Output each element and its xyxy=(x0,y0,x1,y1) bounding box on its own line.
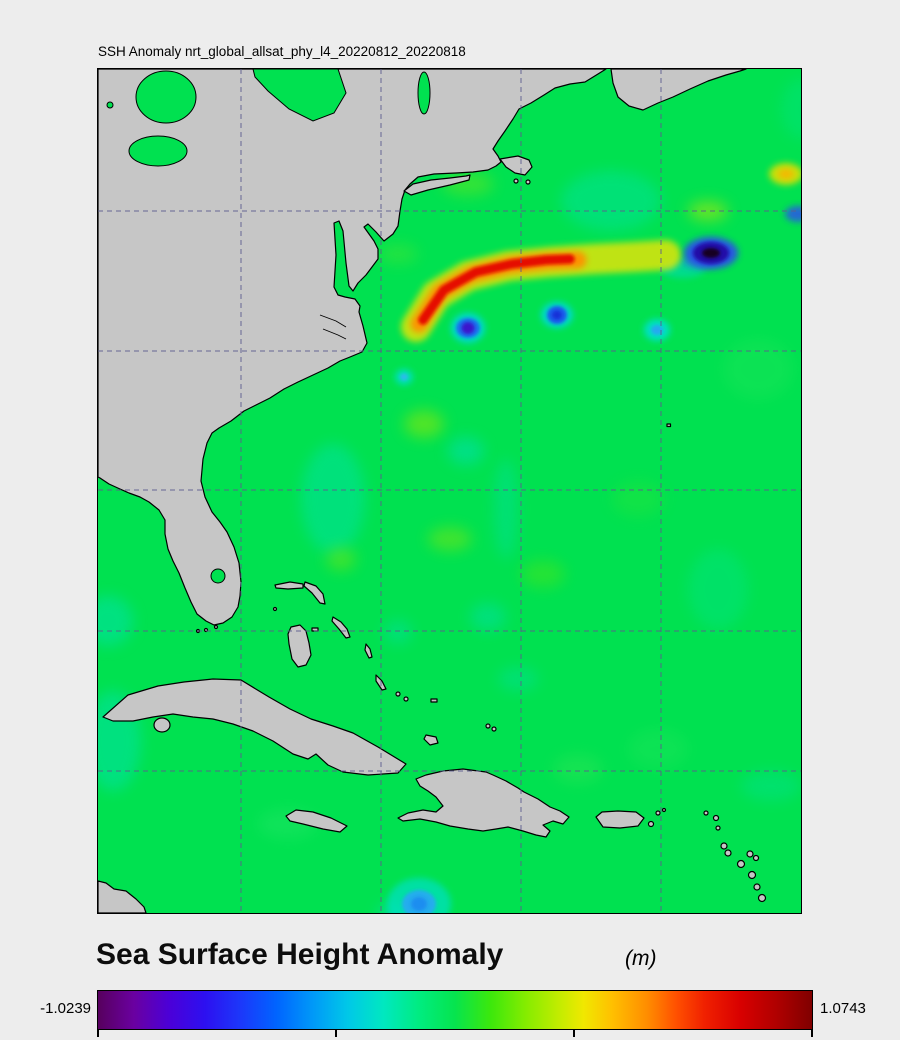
colorbar-tick xyxy=(573,1030,576,1037)
colorbar-unit: (m) xyxy=(625,947,657,970)
field-blob xyxy=(561,171,661,231)
field-blob xyxy=(384,620,412,644)
island-andros xyxy=(287,624,312,668)
island-st-lucia xyxy=(757,893,767,903)
land-layer xyxy=(98,69,767,913)
eddy-blob xyxy=(651,325,663,335)
land-cuba xyxy=(102,678,407,776)
water-lake-speck xyxy=(106,101,114,109)
land-long-island xyxy=(403,174,471,196)
land-central-america xyxy=(98,880,147,913)
island-grand-bahama xyxy=(274,581,304,590)
field-blob xyxy=(785,206,801,222)
field-blob xyxy=(688,549,748,629)
land-cape-cod xyxy=(499,155,533,176)
eddy-blob xyxy=(702,248,720,258)
water-st-lawrence xyxy=(252,69,347,122)
field-blob xyxy=(98,596,133,646)
island-antilles-2 xyxy=(712,814,720,822)
land-hispaniola xyxy=(397,768,570,838)
colorbar-tick xyxy=(811,1030,813,1037)
island-virgin-2 xyxy=(661,807,667,813)
field-blob xyxy=(428,527,472,551)
island-eleuthera xyxy=(331,616,351,639)
field-blob xyxy=(741,771,801,801)
colorbar-tick xyxy=(334,1030,337,1037)
field-blob xyxy=(404,410,444,438)
colorbar-title: Sea Surface Height Anomaly xyxy=(96,938,504,971)
island-crooked xyxy=(395,691,401,697)
island-antilles-3 xyxy=(715,825,721,831)
island-mayaguana xyxy=(430,698,438,703)
colorbar-max-label: 1.0743 xyxy=(820,1000,866,1017)
field-blob xyxy=(688,201,728,221)
island-abaco xyxy=(303,581,326,605)
field-blob xyxy=(778,169,794,179)
water-lake-erie-finger xyxy=(128,135,188,167)
island-marthas-vineyard xyxy=(513,178,519,184)
gulf-stream-band xyxy=(418,254,575,325)
field-blob xyxy=(301,444,365,554)
land-puerto-rico xyxy=(595,810,645,829)
land-nova-scotia xyxy=(610,69,747,111)
island-antilles-1 xyxy=(703,810,709,816)
eddy-blob xyxy=(552,310,562,320)
colorbar-tick xyxy=(97,1030,99,1037)
water-lake-okeechobee xyxy=(210,568,226,584)
water-lake-champlain xyxy=(417,71,431,115)
pamlico-sound-outline xyxy=(319,314,347,340)
land-jamaica xyxy=(285,809,348,833)
water-lake-ontario xyxy=(135,70,197,124)
ssh-anomaly-map xyxy=(98,69,801,913)
map-frame xyxy=(97,68,802,914)
land-north-america xyxy=(98,69,607,626)
island-dominica xyxy=(747,870,757,880)
field-blob xyxy=(781,79,801,139)
island-key-3 xyxy=(213,624,219,630)
field-blob xyxy=(628,729,688,769)
eddy-features xyxy=(387,237,738,913)
field-blob xyxy=(521,560,565,588)
graticule xyxy=(98,69,801,913)
colorbar-min-label: -1.0239 xyxy=(40,1000,91,1017)
eddy-blob xyxy=(411,897,427,911)
field-blob xyxy=(723,339,793,399)
inland-water-layer xyxy=(106,69,431,584)
field-blob xyxy=(470,603,506,631)
field-blob xyxy=(612,481,664,517)
island-bermuda xyxy=(666,423,672,428)
island-martinique xyxy=(753,883,761,891)
island-guadeloupe-1 xyxy=(746,850,754,858)
island-isle-of-youth xyxy=(153,717,171,733)
plot-title: SSH Anomaly nrt_global_allsat_phy_l4_202… xyxy=(98,44,466,59)
colorbar-gradient xyxy=(97,990,813,1030)
field-blob xyxy=(498,667,538,691)
island-bimini xyxy=(272,606,278,612)
island-antilles-4 xyxy=(720,842,728,850)
island-nantucket xyxy=(525,179,531,185)
island-cat xyxy=(364,643,373,659)
island-guadeloupe-2 xyxy=(752,854,760,862)
island-acklins xyxy=(403,696,409,702)
island-great-inagua xyxy=(423,734,439,746)
eddy-blob xyxy=(461,322,475,334)
field-blob xyxy=(448,437,484,465)
island-antilles-6 xyxy=(736,859,746,869)
field-blob xyxy=(326,547,356,571)
island-turks-1 xyxy=(485,723,491,729)
field-blob xyxy=(553,754,603,784)
eddy-blob xyxy=(400,373,408,381)
colorbar-wrap xyxy=(97,990,813,1038)
island-antilles-5 xyxy=(724,849,732,857)
island-turks-2 xyxy=(491,726,497,732)
island-vieques xyxy=(647,820,655,828)
field-blob xyxy=(494,459,518,559)
island-virgin xyxy=(655,810,661,816)
gulf-stream-warm-band xyxy=(401,240,681,342)
field-blob xyxy=(378,244,418,264)
